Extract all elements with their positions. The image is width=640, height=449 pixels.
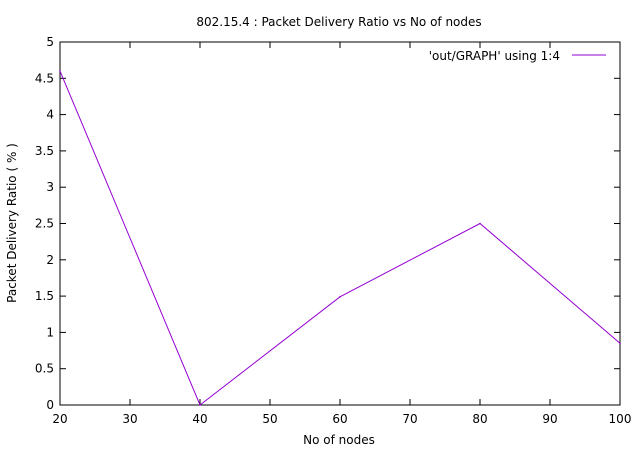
- legend-label: 'out/GRAPH' using 1:4: [429, 49, 560, 63]
- data-point: [339, 296, 341, 298]
- y-tick-label: 0.5: [35, 362, 54, 376]
- y-axis-label: Packet Delivery Ratio ( % ): [5, 143, 19, 303]
- series-line: [59, 70, 621, 406]
- y-tick-label: 3: [46, 180, 54, 194]
- y-tick-label: 5: [46, 35, 54, 49]
- legend: 'out/GRAPH' using 1:4: [429, 49, 606, 63]
- x-tick-label: 90: [542, 412, 557, 426]
- y-tick-label: 2.5: [35, 217, 54, 231]
- x-tick-label: 70: [402, 412, 417, 426]
- x-tick-label: 30: [122, 412, 137, 426]
- data-point: [479, 222, 481, 225]
- y-tick-label: 1: [46, 325, 54, 339]
- x-axis-label: No of nodes: [303, 433, 375, 447]
- x-tick-label: 60: [332, 412, 347, 426]
- chart-title: 802.15.4 : Packet Delivery Ratio vs No o…: [196, 15, 481, 29]
- y-tick-label: 1.5: [35, 289, 54, 303]
- x-tick-label: 20: [52, 412, 67, 426]
- data-point: [59, 70, 61, 72]
- y-tick-label: 4: [46, 108, 54, 122]
- x-tick-label: 80: [472, 412, 487, 426]
- data-point: [619, 342, 621, 345]
- x-tick-label: 100: [609, 412, 632, 426]
- y-tick-label: 4.5: [35, 71, 54, 85]
- x-tick-label: 40: [192, 412, 207, 426]
- y-tick-label: 0: [46, 398, 54, 412]
- x-tick-label: 50: [262, 412, 277, 426]
- y-tick-label: 2: [46, 253, 54, 267]
- data-point: [199, 404, 201, 406]
- y-tick-label: 3.5: [35, 144, 54, 158]
- plot-frame: [59, 41, 621, 406]
